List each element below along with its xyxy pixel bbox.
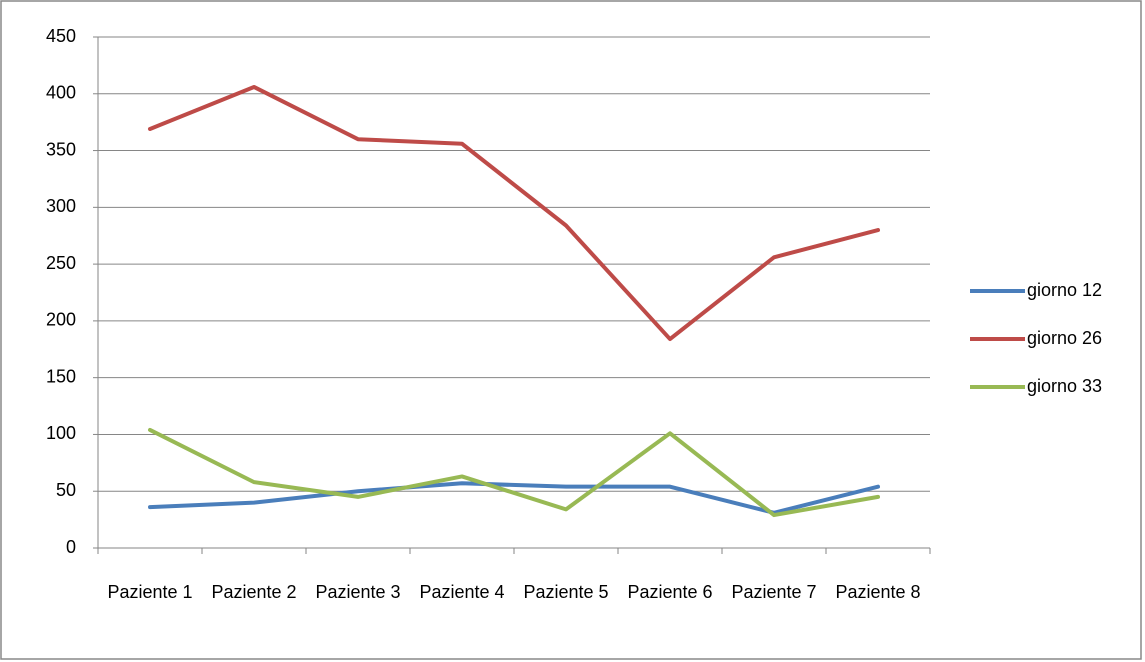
x-tick-label: Paziente 7 — [731, 582, 817, 602]
legend-label: giorno 26 — [1027, 328, 1102, 348]
legend-label: giorno 12 — [1027, 280, 1102, 300]
y-tick-label: 350 — [46, 139, 76, 159]
x-tick-label: Paziente 8 — [835, 582, 921, 602]
x-tick-label: Paziente 3 — [315, 582, 401, 602]
x-tick-label: Paziente 2 — [211, 582, 297, 602]
y-tick-label: 100 — [46, 423, 76, 443]
y-tick-label: 150 — [46, 366, 76, 386]
series-line — [148, 481, 880, 515]
x-tick-label: Paziente 1 — [107, 582, 193, 602]
y-tick-label: 250 — [46, 253, 76, 273]
legend-label: giorno 33 — [1027, 376, 1102, 396]
y-tick-label: 400 — [46, 83, 76, 103]
series-line — [148, 427, 880, 518]
y-tick-label: 0 — [66, 537, 76, 557]
y-tick-label: 200 — [46, 310, 76, 330]
series-line — [148, 84, 880, 342]
x-tick-label: Paziente 5 — [523, 582, 609, 602]
y-tick-label: 300 — [46, 196, 76, 216]
x-tick-label: Paziente 4 — [419, 582, 505, 602]
y-tick-label: 450 — [46, 26, 76, 46]
y-tick-label: 50 — [56, 480, 76, 500]
x-tick-label: Paziente 6 — [627, 582, 713, 602]
